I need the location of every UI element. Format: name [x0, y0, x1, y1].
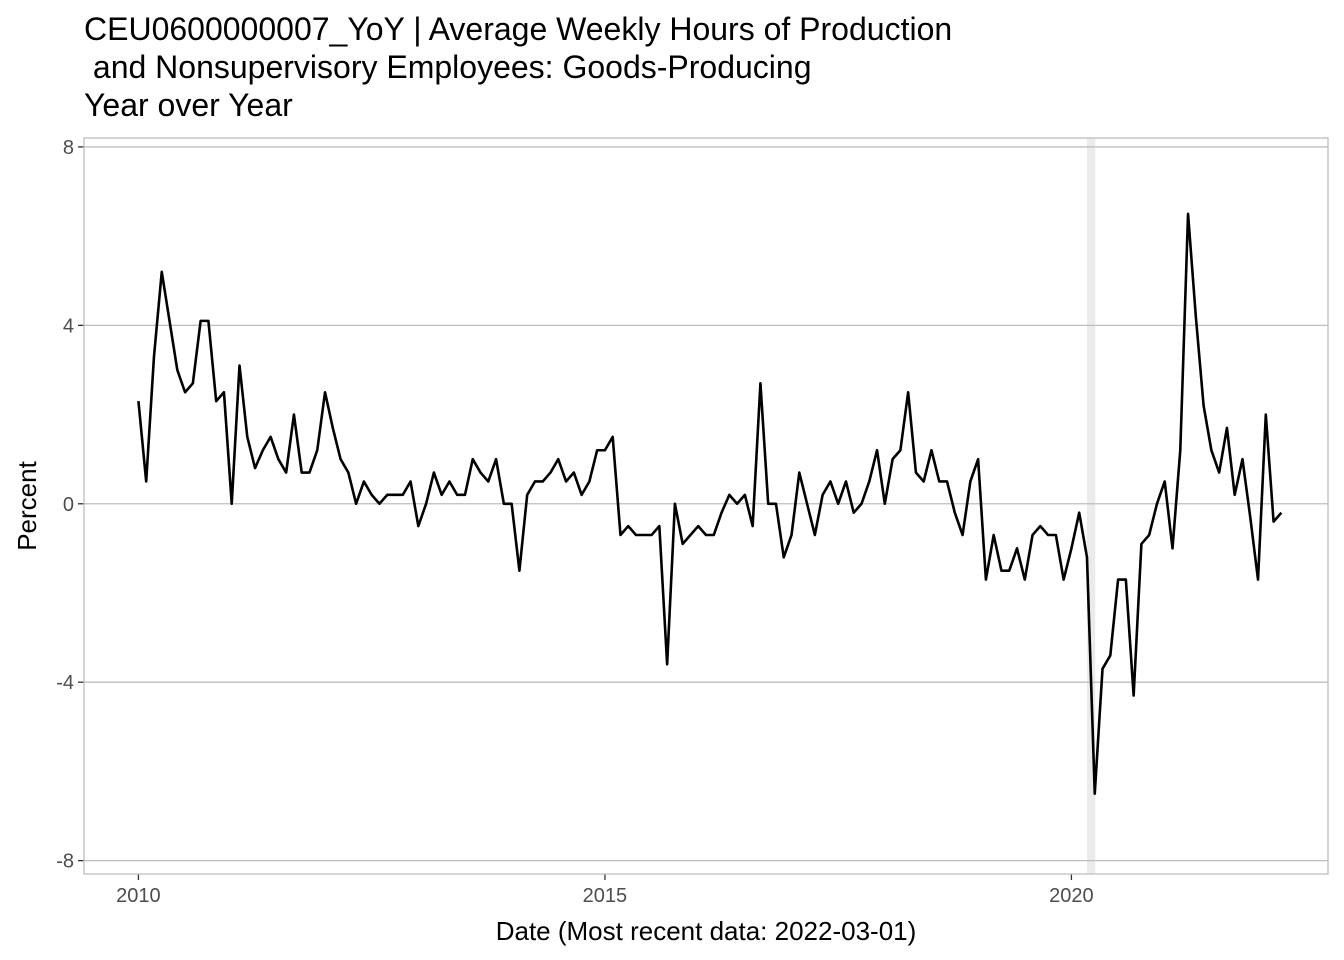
x-axis-title: Date (Most recent data: 2022-03-01)	[496, 916, 917, 946]
x-tick-label: 2015	[583, 885, 628, 907]
panel-border	[83, 137, 1329, 875]
y-axis-title: Percent	[12, 460, 42, 550]
x-tick-label: 2020	[1049, 885, 1094, 907]
y-tick-label: 4	[63, 315, 74, 337]
x-tick-label: 2010	[116, 885, 161, 907]
chart-title-line-1: CEU0600000007_YoY | Average Weekly Hours…	[84, 11, 952, 47]
recession-shade	[1086, 138, 1096, 874]
chart-title-line-2: and Nonsupervisory Employees: Goods-Prod…	[84, 49, 811, 85]
chart-title-line-3: Year over Year	[84, 87, 293, 123]
plot-panel: -8 -4 0 4 8 2010 2015 2020	[56, 137, 1329, 907]
y-tick-label: 8	[63, 137, 74, 159]
y-tick-label: -4	[56, 672, 74, 694]
series-line	[137, 212, 1283, 796]
y-tick-label: 0	[63, 494, 74, 516]
chart-title: CEU0600000007_YoY | Average Weekly Hours…	[84, 11, 952, 123]
y-tick-label: -8	[56, 851, 74, 873]
